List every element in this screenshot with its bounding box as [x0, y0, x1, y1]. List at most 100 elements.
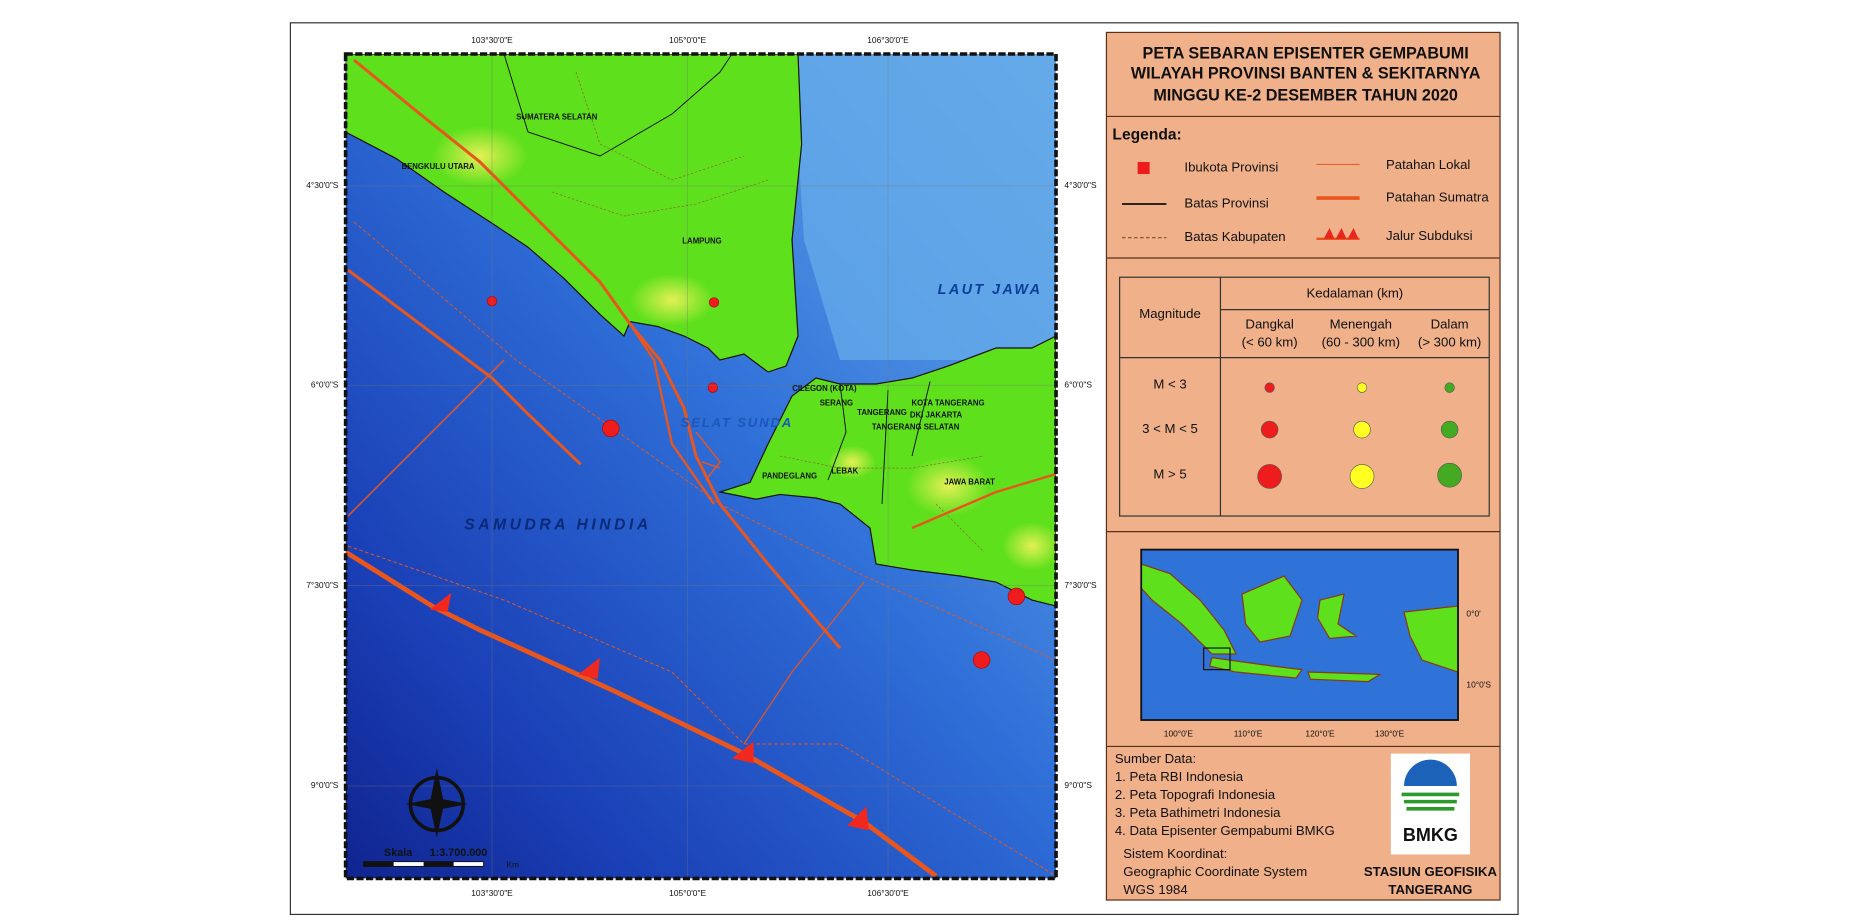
lat-label: 7°30'0"S: [1064, 580, 1097, 590]
legend-item: Batas Kabupaten: [1184, 229, 1285, 244]
main-map: [345, 54, 1057, 879]
column-header: Dalam: [1431, 317, 1469, 332]
inset-map-part: [1208, 656, 1304, 679]
inset-frame: [1140, 548, 1459, 721]
highland: [828, 445, 877, 479]
logo-part: [1404, 759, 1457, 787]
coordinate-heading: Sistem Koordinat:: [1123, 846, 1227, 861]
graticule: [345, 54, 1057, 879]
faults-part: [911, 472, 1057, 530]
north-arrow-part: [405, 798, 469, 811]
place-label: CILEGON (KOTA): [792, 384, 857, 393]
magnitude-symbols-part: [1264, 382, 1275, 393]
highland: [1002, 522, 1057, 571]
legend-item: Batas Provinsi: [1184, 195, 1268, 210]
magnitude-symbols-part: [1356, 382, 1368, 393]
column-header: (> 300 km): [1418, 335, 1481, 350]
legend-item: Ibukota Provinsi: [1184, 159, 1278, 174]
inset-map-part: [1403, 605, 1459, 673]
legend-symbols: [1122, 162, 1360, 241]
logo-text: BMKG: [1403, 825, 1458, 845]
faults-part: [353, 221, 1057, 661]
title-line: PETA SEBARAN EPISENTER GEMPABUMI: [1143, 44, 1469, 62]
place-label: SELAT SUNDA: [681, 415, 794, 430]
station-name: STASIUN GEOFISIKA: [1364, 864, 1498, 879]
table-header: Magnitude: [1139, 306, 1201, 321]
inset-map-part: [1203, 647, 1231, 671]
title-line: MINGGU KE-2 DESEMBER TAHUN 2020: [1153, 86, 1458, 104]
inset-lon-label: 100°0'E: [1164, 729, 1194, 739]
magnitude-symbols-part: [1437, 462, 1462, 488]
place-label: LAUT JAWA: [938, 282, 1043, 298]
faults-part: [353, 58, 842, 650]
lon-label: 106°30'0"E: [867, 888, 909, 898]
logo: [1390, 753, 1471, 855]
inset-lat-label: 0°0': [1466, 609, 1481, 619]
lon-label: 103°30'0"E: [471, 888, 513, 898]
faults-part: [629, 323, 715, 505]
station-name: TANGERANG: [1388, 882, 1472, 897]
source-item: 2. Peta Topografi Indonesia: [1115, 787, 1276, 802]
epicenters-part: [707, 382, 718, 393]
place-label: JAWA BARAT: [944, 477, 995, 486]
north-arrow: [405, 768, 469, 838]
inset-map: [1141, 549, 1459, 721]
column-header: Dangkal: [1245, 317, 1293, 332]
place-label: BENGKULU UTARA: [401, 162, 474, 171]
title-line: WILAYAH PROVINSI BANTEN & SEKITARNYA: [1131, 65, 1481, 83]
magnitude-symbols-part: [1353, 420, 1371, 439]
lat-label: 6°0'0"S: [311, 379, 339, 389]
java-sea: [792, 54, 1057, 361]
place-label: LEBAK: [831, 467, 858, 476]
source-item: 1. Peta RBI Indonesia: [1115, 769, 1244, 784]
legend-symbols-part: [1137, 162, 1150, 175]
place-label: LAMPUNG: [682, 236, 721, 245]
lat-label: 4°30'0"S: [1064, 180, 1097, 190]
lat-label: 9°0'0"S: [1064, 780, 1092, 790]
lon-label: 106°30'0"E: [867, 35, 909, 45]
lon-label: 105°0'0"E: [669, 888, 706, 898]
lat-label: 4°30'0"S: [306, 180, 339, 190]
place-label: KOTA TANGERANG: [911, 398, 984, 407]
magnitude-symbols: [1257, 382, 1462, 489]
lon-label: 105°0'0"E: [669, 35, 706, 45]
place-label: DKI JAKARTA: [910, 410, 963, 419]
column-header: Menengah: [1330, 317, 1392, 332]
epicenters-part: [1007, 587, 1026, 606]
inset-lat-label: 10°0'S: [1466, 679, 1491, 689]
epicenters-part: [602, 419, 620, 438]
subduction-teeth-part: [847, 806, 869, 831]
lat-label: 6°0'0"S: [1064, 379, 1092, 389]
subduction-teeth-part: [429, 592, 452, 613]
row-label: 3 < M < 5: [1142, 421, 1198, 436]
province-boundaries-part: [503, 54, 733, 157]
source-item: 4. Data Episenter Gempabumi BMKG: [1115, 823, 1335, 838]
lat-label: 7°30'0"S: [306, 580, 339, 590]
subduction-teeth-part: [578, 657, 601, 680]
district-boundaries-part: [779, 455, 985, 553]
scale-bar: [363, 861, 485, 867]
source-item: 3. Peta Bathimetri Indonesia: [1115, 805, 1281, 820]
magnitude-symbols-part: [1444, 382, 1455, 393]
faults-part: [347, 359, 721, 517]
row-label: M < 3: [1153, 377, 1186, 392]
map-frame: [343, 52, 1058, 881]
legend-heading: Legenda:: [1112, 127, 1181, 144]
highland: [630, 273, 715, 327]
magnitude-symbols-part: [1257, 464, 1282, 489]
highland: [906, 456, 991, 517]
scale-bar-part: [423, 861, 454, 867]
magnitude-symbols-part: [1440, 420, 1459, 439]
legend-item: Patahan Sumatra: [1386, 189, 1489, 204]
inset-lon-label: 130°0'E: [1375, 729, 1405, 739]
place-label: TANGERANG SELATAN: [872, 422, 960, 431]
legend-symbols-part: [1323, 228, 1359, 239]
district-boundaries-part: [551, 71, 769, 217]
coordinate-line: WGS 1984: [1123, 882, 1188, 897]
place-label: SERANG: [820, 398, 853, 407]
epicenters-part: [972, 651, 991, 669]
place-label: SAMUDRA HINDIA: [464, 517, 652, 534]
column-header: (60 - 300 km): [1322, 335, 1400, 350]
